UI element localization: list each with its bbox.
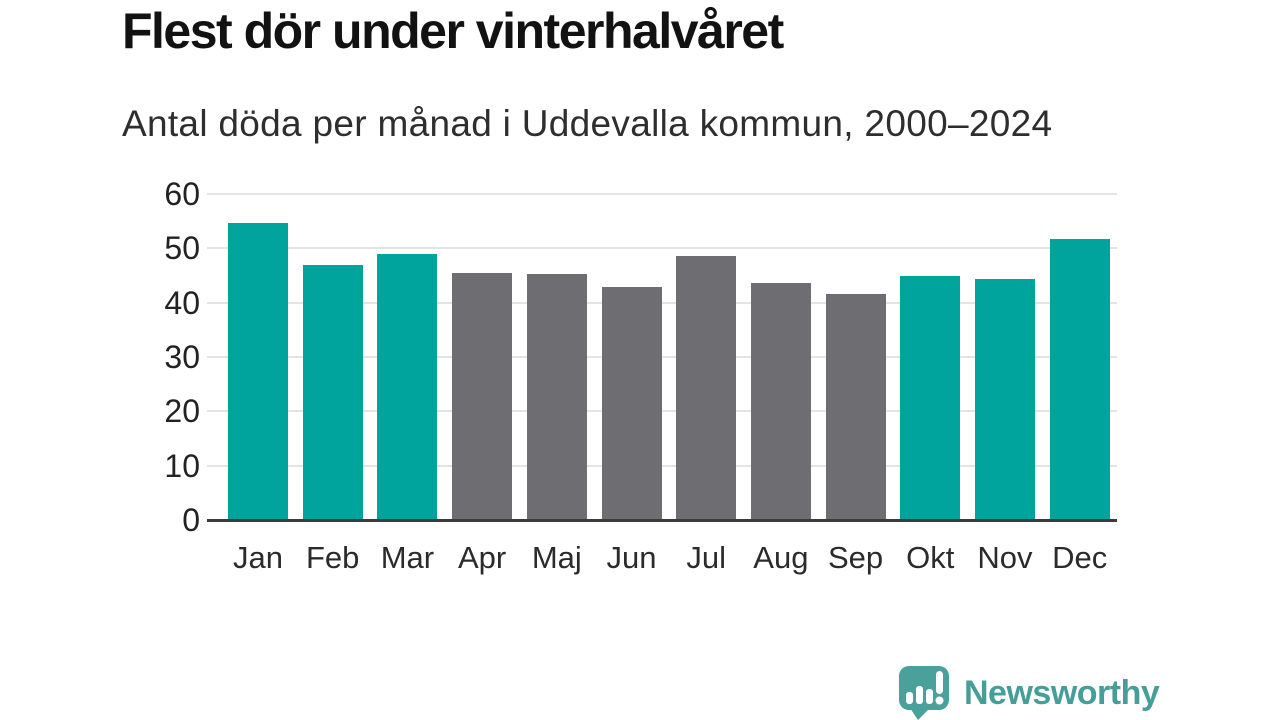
newsworthy-wordmark: Newsworthy — [964, 674, 1160, 712]
x-tick-label-jun: Jun — [606, 540, 657, 575]
bar-apr — [452, 272, 513, 520]
y-tick-label: 20 — [164, 393, 200, 430]
bar-mar — [377, 254, 438, 520]
gridline-10 — [207, 464, 1117, 467]
bar-aug — [750, 283, 811, 520]
x-tick-label-jul: Jul — [686, 540, 726, 575]
chart-title: Flest dör under vinterhalvåret — [122, 3, 784, 59]
gridline-50 — [207, 247, 1117, 250]
bar-jun — [601, 286, 662, 520]
y-tick-label: 50 — [164, 230, 200, 267]
gridline-20 — [207, 410, 1117, 413]
y-tick-label: 40 — [164, 284, 200, 321]
bar-sep — [825, 293, 886, 520]
chart-subtitle: Antal döda per månad i Uddevalla kommun,… — [122, 103, 1053, 144]
newsworthy-logo: Newsworthy — [897, 664, 1160, 720]
x-tick-label-aug: Aug — [753, 540, 809, 575]
x-tick-label-feb: Feb — [305, 540, 360, 575]
x-tick-label-nov: Nov — [977, 540, 1033, 575]
x-tick-label-maj: Maj — [531, 540, 582, 575]
bar-nov — [975, 279, 1035, 520]
bar-jul — [676, 255, 737, 520]
bar-maj — [526, 273, 587, 520]
bar-okt — [900, 276, 961, 520]
y-tick-label: 30 — [164, 339, 200, 375]
gridline-30 — [207, 356, 1117, 358]
x-tick-label-sep: Sep — [828, 540, 884, 575]
bar-dec — [1049, 238, 1110, 520]
gridline-40 — [207, 301, 1117, 304]
x-tick-label-apr: Apr — [457, 540, 507, 575]
y-tick-label: 0 — [182, 502, 200, 538]
bar-feb — [302, 265, 363, 520]
y-tick-label: 60 — [164, 176, 200, 212]
bar-jan — [228, 222, 288, 520]
newsworthy-logo-icon — [899, 666, 949, 720]
x-axis-line — [207, 518, 1117, 522]
y-tick-label: 10 — [164, 447, 200, 484]
x-tick-label-okt: Okt — [906, 540, 955, 575]
gridline-60 — [207, 193, 1117, 195]
x-tick-label-dec: Dec — [1052, 540, 1108, 575]
x-tick-label-jan: Jan — [233, 540, 283, 575]
x-tick-label-mar: Mar — [380, 540, 435, 575]
